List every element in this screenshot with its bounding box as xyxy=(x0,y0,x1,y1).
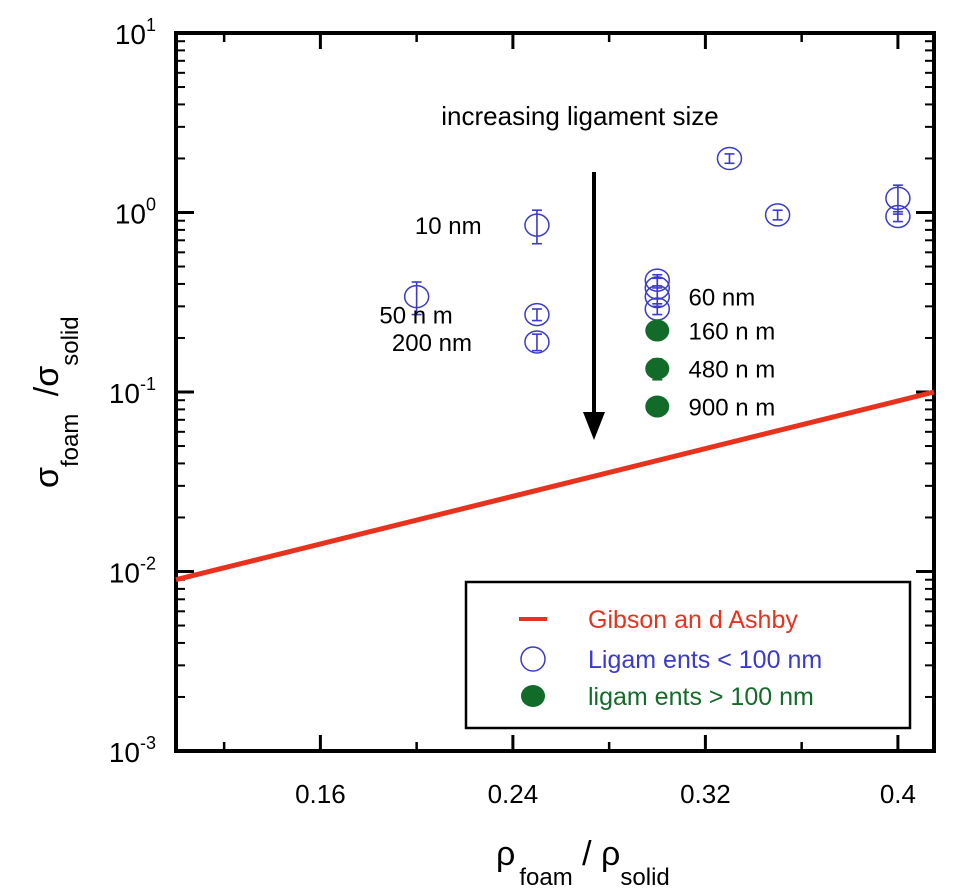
y-tick-label: 101 xyxy=(115,15,156,50)
ann-10nm-label: 10 nm xyxy=(415,213,482,240)
legend-entry-gibson-ashby: Gibson an d Ashby xyxy=(588,606,798,634)
legend-filled-circle-swatch xyxy=(521,685,545,707)
large-ligament-point xyxy=(645,395,670,418)
x-axis-label: ρfoam / ρsolid xyxy=(496,835,670,891)
y-tick-label: 10-1 xyxy=(109,374,156,409)
legend-entry-small-ligaments: Ligam ents < 100 nm xyxy=(588,646,822,674)
small-ligament-point xyxy=(885,186,911,211)
model-line-layer xyxy=(175,389,935,583)
y-axis-label: σfoam /σsolid xyxy=(28,316,84,488)
small-ligament-point xyxy=(524,213,550,237)
small-ligament-point xyxy=(403,284,430,309)
legend: Gibson an d Ashby Ligam ents < 100 nm li… xyxy=(464,580,912,730)
ann-50nm-label: 50 n m xyxy=(379,303,452,330)
ann-900nm-label: 900 n m xyxy=(689,395,776,422)
y-tick-label: 10-2 xyxy=(109,554,156,589)
small-ligament-point xyxy=(524,302,550,327)
x-tick-label: 0.4 xyxy=(880,779,916,809)
tick-labels: 0.16 0.24 0.32 0.4 10-3 10-2 10-1 100 101 xyxy=(109,15,916,809)
y-tick-label: 100 xyxy=(115,195,156,230)
data-points-layer xyxy=(403,146,911,418)
arrow-label: increasing ligament size xyxy=(441,101,718,131)
y-tick-label: 10-3 xyxy=(109,733,156,768)
small-ligament-point xyxy=(524,330,550,354)
legend-open-circle-swatch xyxy=(520,646,546,672)
ann-480nm-label: 480 n m xyxy=(689,357,776,384)
x-tick-label: 0.24 xyxy=(488,779,539,809)
small-ligament-point xyxy=(716,146,743,171)
large-ligament-point xyxy=(645,319,670,342)
increasing-size-arrow xyxy=(583,172,605,440)
small-ligament-point xyxy=(885,204,911,229)
ann-160nm-label: 160 n m xyxy=(689,319,776,346)
ann-200nm-label: 200 nm xyxy=(392,330,472,357)
x-tick-label: 0.32 xyxy=(680,779,731,809)
small-ligament-point xyxy=(764,203,791,227)
ann-60nm-label: 60 nm xyxy=(689,285,756,312)
large-ligament-point xyxy=(645,357,670,380)
legend-entry-large-ligaments: ligam ents > 100 nm xyxy=(588,683,814,711)
gibson-ashby-line xyxy=(175,389,935,583)
x-tick-label: 0.16 xyxy=(295,779,346,809)
